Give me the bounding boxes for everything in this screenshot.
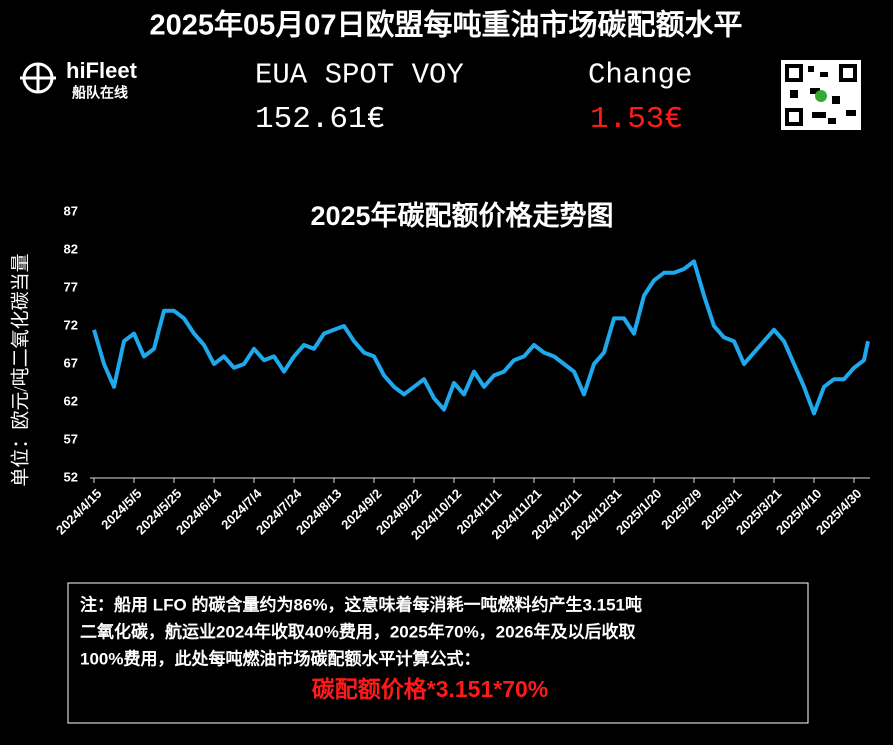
y-tick-label: 82: [64, 241, 78, 256]
price-line: [92, 259, 870, 416]
chart-title: 2025年碳配额价格走势图: [310, 200, 613, 231]
y-tick-label: 62: [64, 393, 78, 408]
y-tick-label: 52: [64, 469, 78, 484]
price: 152.61€: [255, 102, 385, 137]
logo-text: hiFleet: [66, 58, 138, 83]
price-label: EUA SPOT VOY: [255, 59, 464, 92]
y-tick-label: 87: [64, 203, 78, 218]
y-tick-label: 77: [64, 279, 78, 294]
qr-code: [781, 60, 861, 130]
note-line: 注：船用 LFO 的碳含量约为86%，这意味着每消耗一吨燃料约产生3.151吨: [80, 594, 642, 614]
change: 1.53€: [590, 102, 683, 137]
logo-subtext: 船队在线: [72, 85, 128, 101]
y-tick-label: 72: [64, 317, 78, 332]
note-line: 100%费用，此处每吨燃油市场碳配额水平计算公式：: [80, 648, 480, 668]
logo-icon: [20, 62, 56, 94]
note-box: [67, 582, 809, 724]
page-title: 2025年05月07日欧盟每吨重油市场碳配额水平: [149, 8, 742, 42]
note-line: 二氧化碳，航运业2024年收取40%费用，2025年70%，2026年及以后收取: [80, 621, 636, 641]
formula: 碳配额价格*3.151*70%: [312, 676, 549, 702]
y-axis-label: 单位：欧元/吨二氧化碳当量: [9, 253, 31, 486]
change-label: Change: [588, 59, 692, 92]
y-tick-label: 67: [64, 355, 78, 370]
y-tick-label: 57: [64, 431, 78, 446]
